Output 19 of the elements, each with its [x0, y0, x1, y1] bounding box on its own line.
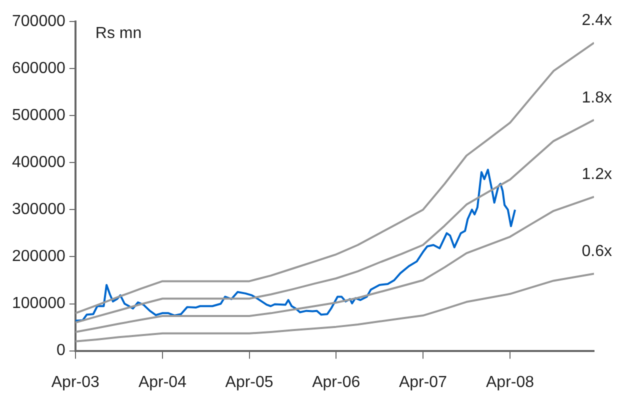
- series-label: 2.4x: [582, 12, 612, 30]
- x-tick-label: Apr-08: [486, 374, 534, 391]
- y-tick-label: 700000: [12, 13, 66, 30]
- series-label: 1.8x: [582, 89, 612, 106]
- series-label: 1.2x: [582, 166, 612, 184]
- y-tick-label: 100000: [12, 295, 66, 312]
- x-tick-label: Apr-03: [51, 374, 100, 391]
- y-tick-label: 500000: [12, 107, 66, 124]
- y-axis-title: Rs mn: [95, 25, 142, 42]
- y-tick-label: 400000: [12, 154, 66, 172]
- x-tick-label: Apr-05: [225, 374, 274, 391]
- x-tick-label: Apr-04: [138, 374, 187, 391]
- y-tick-label: 0: [56, 342, 66, 360]
- y-tick-label: 600000: [12, 60, 66, 78]
- x-tick-label: Apr-06: [312, 374, 360, 391]
- x-tick-label: Apr-07: [398, 374, 448, 391]
- y-tick-label: 300000: [12, 201, 66, 218]
- series-label: 0.6x: [582, 243, 612, 260]
- y-tick-label: 200000: [12, 248, 66, 266]
